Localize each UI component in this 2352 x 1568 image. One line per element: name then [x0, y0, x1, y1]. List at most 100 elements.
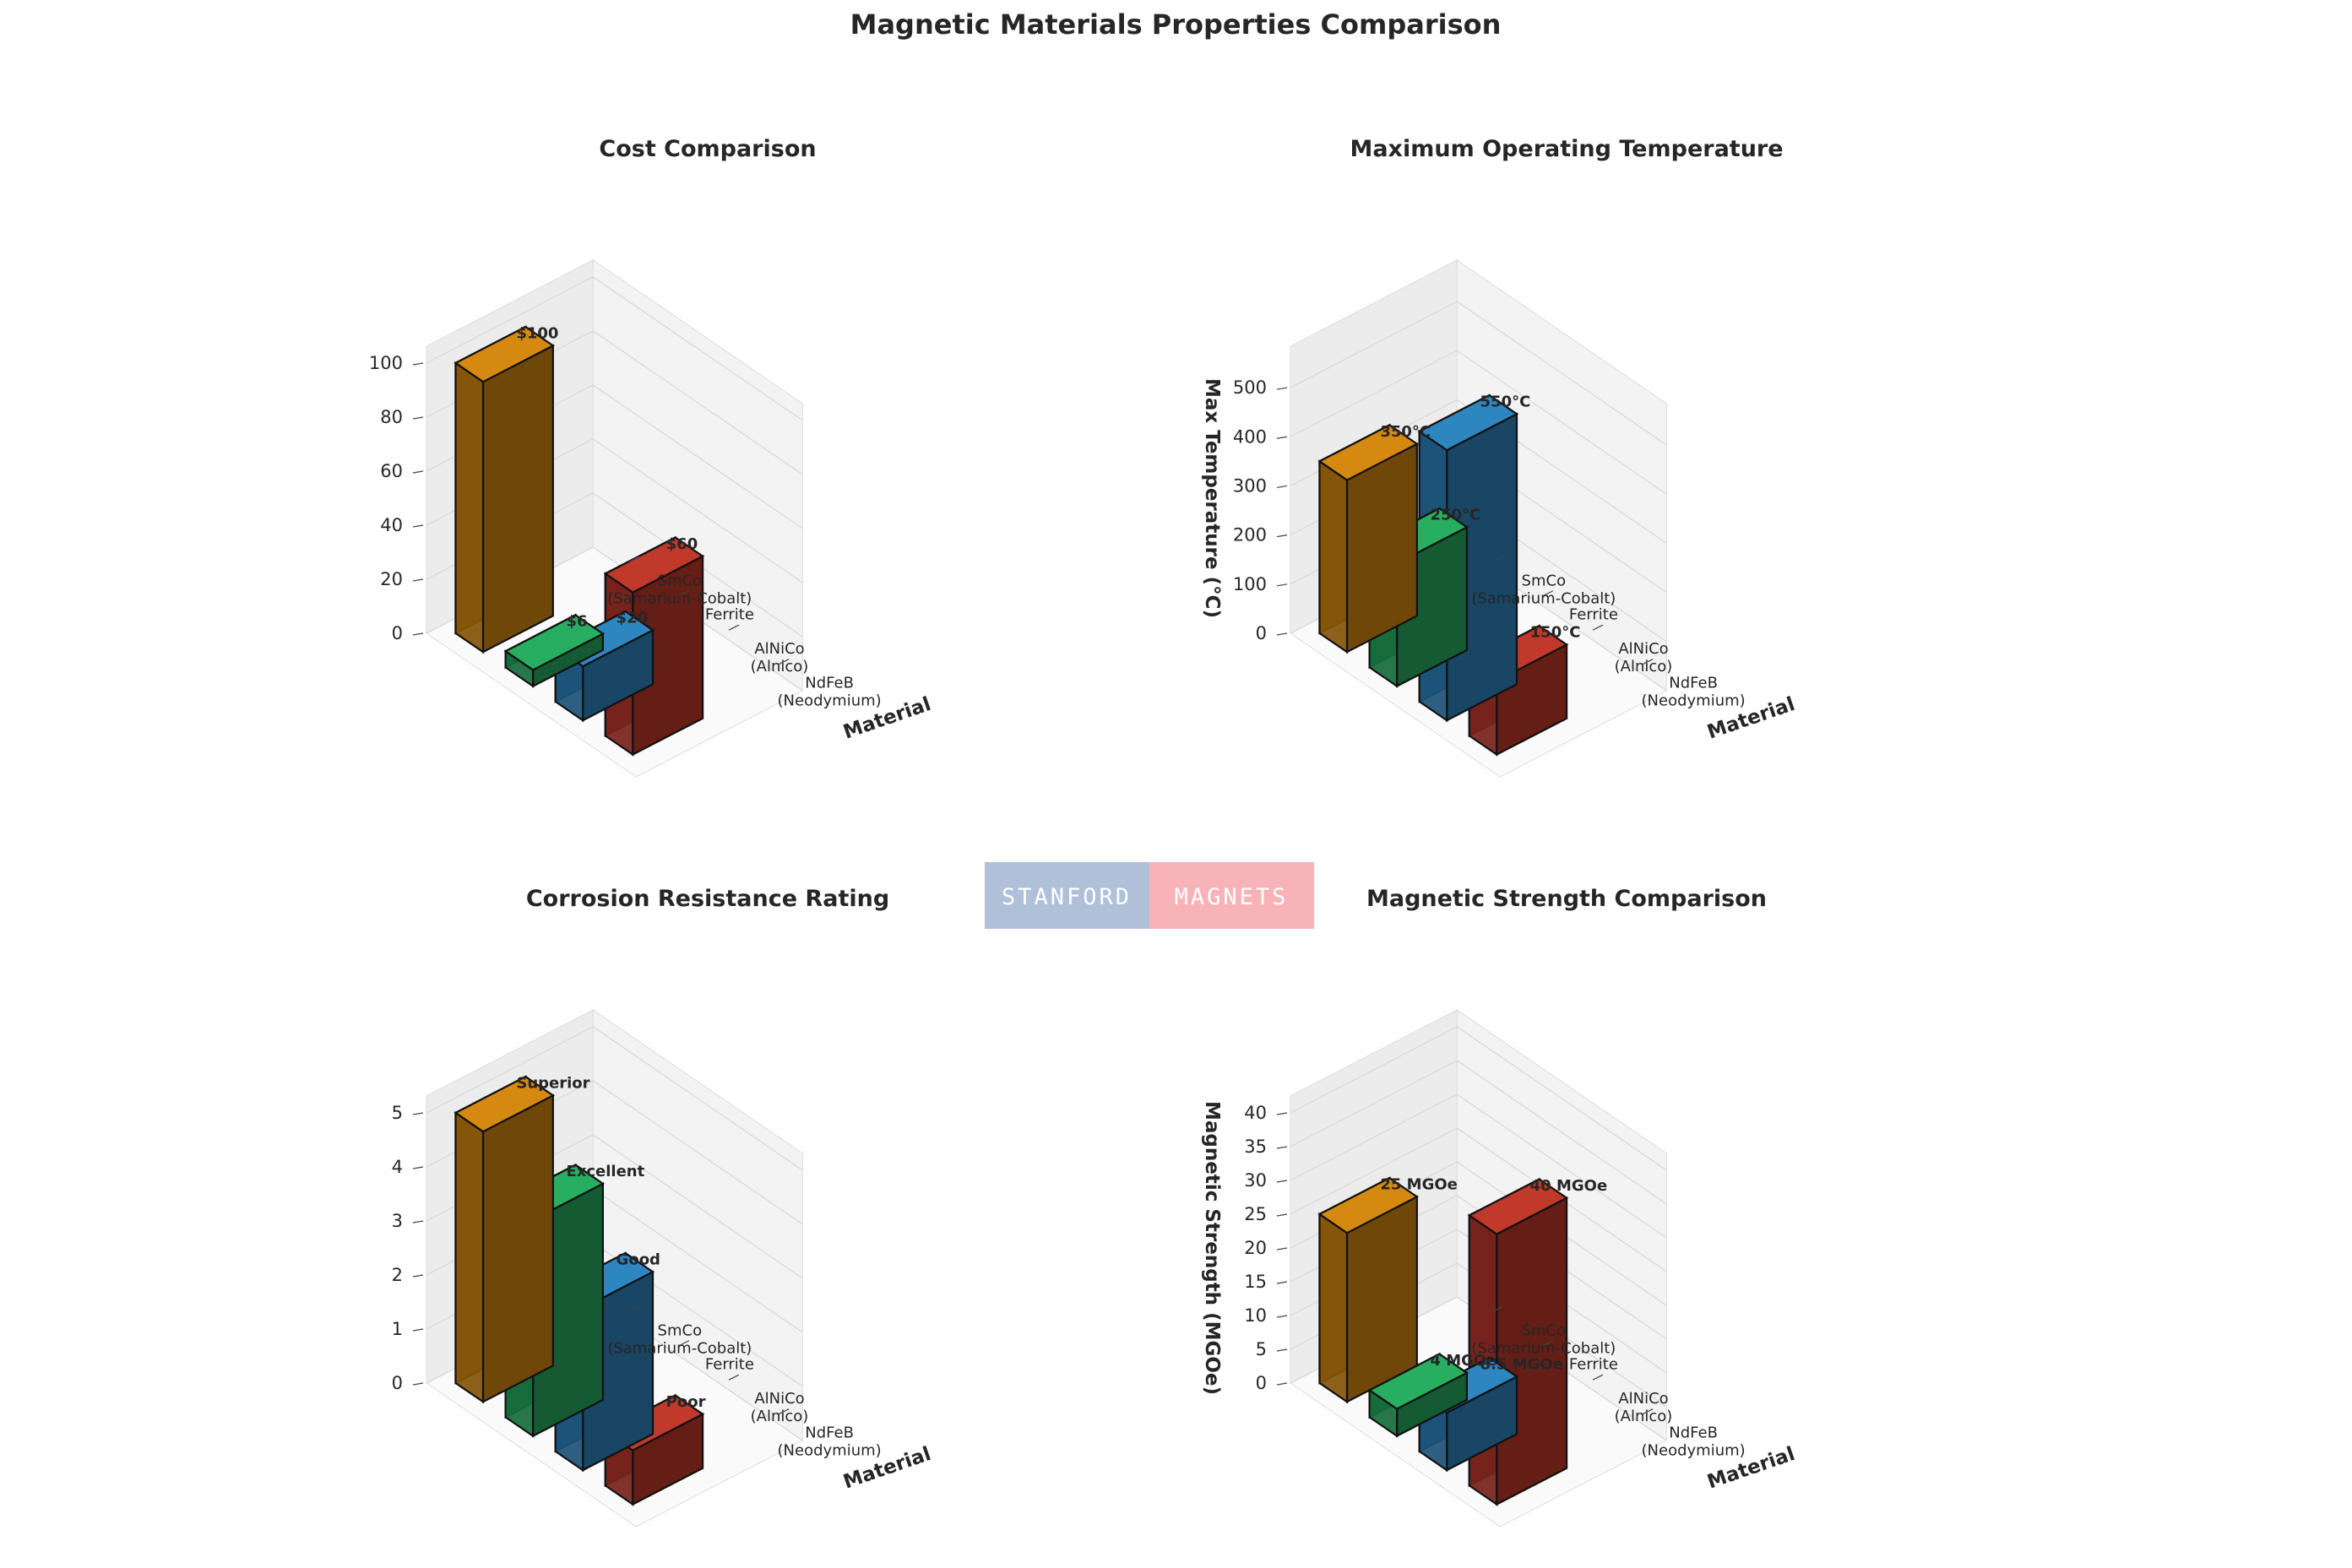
y-axis-label: Max Temperature (°C): [1201, 378, 1223, 618]
grid-line: [426, 276, 803, 421]
category-label: AlNiCo (Alnico): [751, 640, 809, 675]
y-tick-mark: [412, 362, 424, 366]
category-label-line: (Neodymium): [778, 1442, 882, 1460]
bar-smco: 25 MGOe: [1317, 1175, 1458, 1404]
y-tick-label: 2: [392, 1265, 403, 1285]
category-label-line: AlNiCo: [1618, 1390, 1668, 1408]
category-label-line: SmCo: [1522, 1321, 1567, 1339]
category-label-line: (Alnico): [751, 658, 809, 675]
category-label-line: (Samarium-Cobalt): [1471, 1339, 1616, 1357]
y-tick-label: 20: [1244, 1238, 1267, 1258]
panel-maximum-operating-temperature: Maximum Operating Temperature 0 100 200 300 4…: [1201, 136, 1798, 778]
category-label-line: Ferrite: [705, 1356, 754, 1374]
y-tick-mark: [1276, 1315, 1288, 1318]
x-tick-mark: [678, 590, 690, 597]
y-tick-label: 3: [392, 1211, 403, 1231]
category-label-line: (Samarium-Cobalt): [607, 1339, 752, 1357]
category-label-line: (Neodymium): [778, 692, 882, 710]
panel-cost-comparison: Cost Comparison 0 20 40 60 80 100 $60 $20 $6 $100 S…: [369, 136, 934, 778]
category-label: SmCo (Samarium-Cobalt): [1471, 1321, 1616, 1357]
data-label: Superior: [516, 1074, 589, 1092]
bar-top-face: [454, 1075, 555, 1133]
y-tick-mark: [1276, 387, 1288, 390]
category-label: NdFeB (Neodymium): [1642, 1424, 1746, 1460]
y-tick-mark: [412, 1382, 424, 1386]
y-tick-mark: [412, 524, 424, 528]
x-tick-mark: [1542, 1340, 1554, 1347]
category-label-line: AlNiCo: [1618, 640, 1668, 658]
y-tick-mark: [1276, 1112, 1288, 1115]
category-label: Ferrite: [1569, 606, 1618, 624]
data-label: Poor: [666, 1393, 706, 1411]
y-tick-mark: [1276, 1146, 1288, 1149]
y-tick-label: 500: [1233, 377, 1267, 398]
y-tick-label: 40: [1244, 1103, 1267, 1123]
y-tick-mark: [1276, 485, 1288, 489]
data-label: 25 MGOe: [1380, 1175, 1458, 1193]
bar-top-face: [1417, 393, 1519, 452]
y-tick-mark: [412, 632, 424, 636]
y-tick-label: 0: [1256, 1373, 1267, 1393]
y-tick-mark: [1276, 1281, 1288, 1284]
x-tick-mark: [778, 1408, 790, 1415]
category-label: Ferrite: [705, 606, 754, 624]
x-tick-mark: [678, 1340, 690, 1347]
y-tick-mark: [1276, 534, 1288, 538]
data-label: Excellent: [566, 1163, 644, 1180]
panel-title: Magnetic Strength Comparison: [1366, 886, 1767, 912]
y-tick-mark: [412, 578, 424, 582]
category-label-line: (Neodymium): [1642, 1442, 1746, 1460]
y-tick-label: 5: [392, 1103, 403, 1123]
bar-side-face: [481, 1093, 554, 1403]
data-label: 8.5 MGOe: [1480, 1355, 1563, 1373]
y-tick-mark: [412, 1166, 424, 1169]
category-label-line: Ferrite: [1569, 606, 1618, 624]
grid-line: [1290, 1026, 1667, 1171]
y-tick-label: 0: [392, 623, 403, 643]
y-tick-label: 300: [1233, 475, 1267, 496]
x-tick-mark: [778, 659, 790, 665]
category-label-line: (Samarium-Cobalt): [1471, 589, 1616, 607]
category-label-line: AlNiCo: [754, 1390, 804, 1408]
bar-side-face: [481, 344, 554, 654]
panel-title: Maximum Operating Temperature: [1350, 136, 1783, 162]
y-tick-label: 0: [1256, 623, 1267, 643]
x-tick-mark: [728, 624, 740, 631]
panel-corrosion-resistance-rating: Corrosion Resistance Rating 0 1 2 3 4 5 Poor Goo…: [392, 886, 934, 1527]
y-tick-label: 4: [392, 1157, 403, 1177]
y-tick-label: 100: [1233, 574, 1267, 594]
y-tick-label: 200: [1233, 525, 1267, 545]
y-tick-label: 100: [369, 353, 403, 373]
category-label: NdFeB (Neodymium): [778, 1424, 882, 1460]
category-label: SmCo (Samarium-Cobalt): [1471, 572, 1616, 607]
bar-top-face: [603, 536, 705, 594]
data-label: 250°C: [1430, 506, 1480, 524]
bar-smco: $100: [454, 324, 558, 654]
x-tick-mark: [1642, 659, 1654, 665]
logo-left-block: [985, 862, 1149, 929]
bar-smco: 350°C: [1317, 423, 1431, 654]
bar-top-face: [503, 614, 606, 671]
x-tick-mark: [1542, 590, 1554, 597]
y-tick-label: 15: [1244, 1272, 1267, 1292]
data-label: 550°C: [1480, 393, 1531, 410]
category-label: NdFeB (Neodymium): [778, 675, 882, 710]
y-tick-mark: [412, 1112, 424, 1115]
y-tick-mark: [412, 1328, 424, 1332]
category-label-line: (Samarium-Cobalt): [607, 589, 752, 607]
grid-line: [1290, 1127, 1667, 1272]
category-label: SmCo (Samarium-Cobalt): [607, 572, 752, 607]
bar-ferrite: 4 MGOe: [1367, 1352, 1496, 1438]
x-tick-mark: [1642, 1408, 1654, 1415]
bar-top-face: [454, 325, 555, 383]
logo-right-text: MAGNETS: [1175, 884, 1289, 910]
category-label: Ferrite: [705, 1356, 754, 1374]
category-label: SmCo (Samarium-Cobalt): [607, 1321, 752, 1357]
category-label-line: Ferrite: [705, 606, 754, 624]
category-label: NdFeB (Neodymium): [1642, 675, 1746, 710]
category-label-line: (Alnico): [1615, 1408, 1673, 1425]
bar-smco: Superior: [454, 1074, 590, 1404]
bar-top-face: [1317, 424, 1419, 481]
category-label: AlNiCo (Alnico): [751, 1390, 809, 1425]
logo-right-block: [1149, 862, 1314, 929]
